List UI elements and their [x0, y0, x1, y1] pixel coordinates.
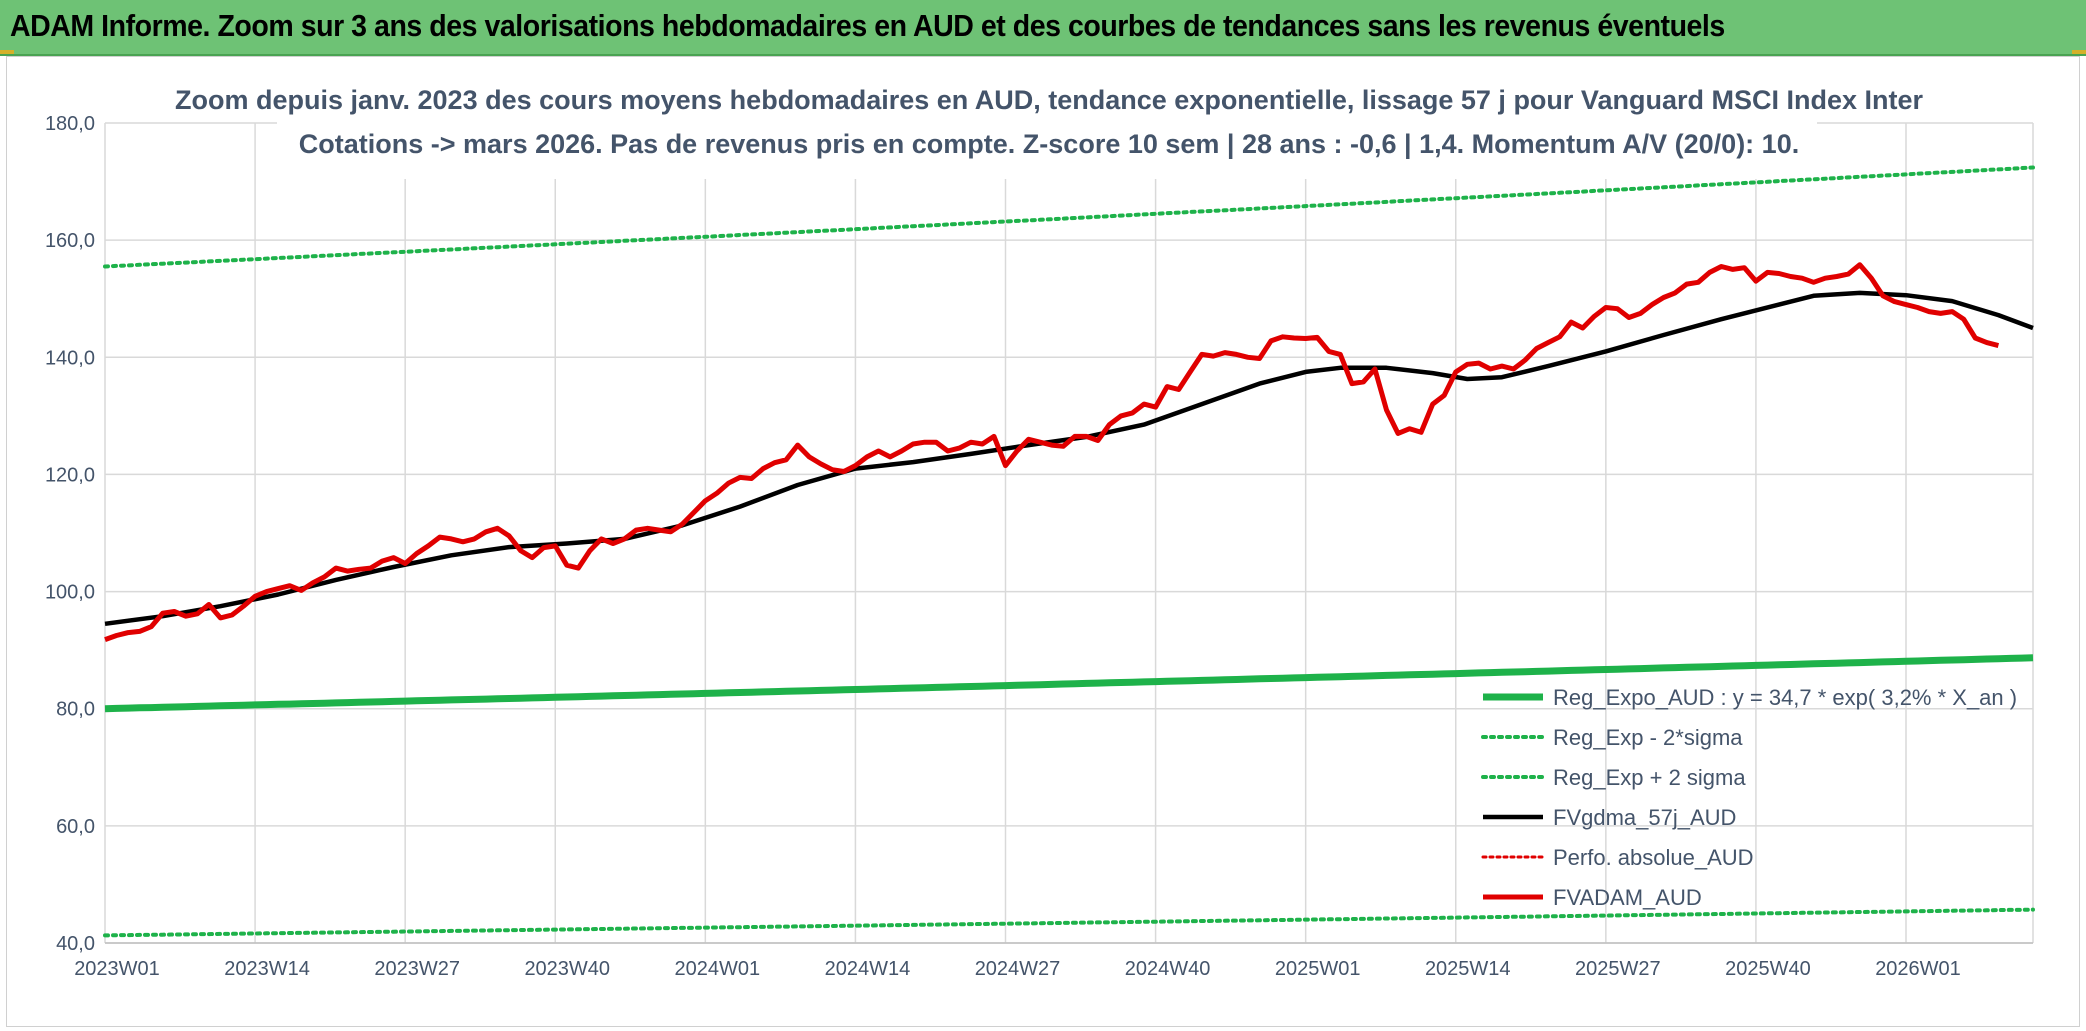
legend-label: Perfo. absolue_AUD [1553, 845, 1754, 870]
x-tick-label: 2025W01 [1275, 958, 1361, 980]
y-tick-label: 60,0 [56, 816, 95, 838]
y-tick-label: 180,0 [45, 113, 95, 135]
legend-label: Reg_Exp - 2*sigma [1553, 725, 1743, 750]
x-tick-label: 2025W14 [1425, 958, 1511, 980]
legend-label: FVADAM_AUD [1553, 885, 1702, 910]
series-fvadam [104, 262, 2000, 642]
y-tick-label: 40,0 [56, 933, 95, 955]
x-tick-label: 2023W01 [74, 958, 160, 980]
chart-subtitle-line-1: Zoom depuis janv. 2023 des cours moyens … [175, 85, 1923, 115]
title-banner: ADAM Informe. Zoom sur 3 ans des valoris… [0, 0, 2086, 56]
x-tick-label: 2023W27 [374, 958, 460, 980]
y-tick-label: 160,0 [45, 230, 95, 252]
x-tick-label: 2023W40 [524, 958, 610, 980]
chart-subtitle-line-2: Cotations -> mars 2026. Pas de revenus p… [299, 129, 1799, 159]
x-tick-label: 2024W14 [825, 958, 911, 980]
x-tick-label: 2025W27 [1575, 958, 1661, 980]
line-chart: Zoom depuis janv. 2023 des cours moyens … [45, 79, 2035, 980]
series-gdma [104, 290, 2034, 627]
x-tick-label: 2024W40 [1125, 958, 1211, 980]
x-tick-label: 2024W01 [675, 958, 761, 980]
chart-frame: Zoom depuis janv. 2023 des cours moyens … [6, 56, 2080, 1027]
page-title: ADAM Informe. Zoom sur 3 ans des valoris… [10, 8, 1725, 43]
series-upper-band [103, 165, 2035, 269]
y-tick-label: 140,0 [45, 347, 95, 369]
axes: 40,0 60,0 80,0 100,0 120,0 140,0 160,0 180,0 202… [45, 113, 2033, 980]
grid [104, 122, 2034, 944]
y-tick-label: 80,0 [56, 699, 95, 721]
x-tick-label: 2023W14 [224, 958, 310, 980]
x-tick-label: 2026W01 [1875, 958, 1961, 980]
series-lower-band [103, 907, 2035, 938]
legend-label: FVgdma_57j_AUD [1553, 805, 1736, 830]
series [103, 165, 2035, 938]
series-reg-expo [104, 654, 2034, 713]
x-tick-label: 2024W27 [975, 958, 1061, 980]
legend: Reg_Expo_AUD : y = 34,7 * exp( 3,2% * X_… [1481, 685, 2017, 910]
legend-label: Reg_Exp + 2 sigma [1553, 765, 1746, 790]
corner-mark-right [2072, 50, 2086, 54]
corner-mark-left [0, 50, 14, 54]
y-tick-label: 100,0 [45, 582, 95, 604]
y-tick-label: 120,0 [45, 464, 95, 486]
x-tick-label: 2025W40 [1725, 958, 1811, 980]
subtitle-background [277, 79, 1817, 179]
legend-label: Reg_Expo_AUD : y = 34,7 * exp( 3,2% * X_… [1553, 685, 2017, 710]
